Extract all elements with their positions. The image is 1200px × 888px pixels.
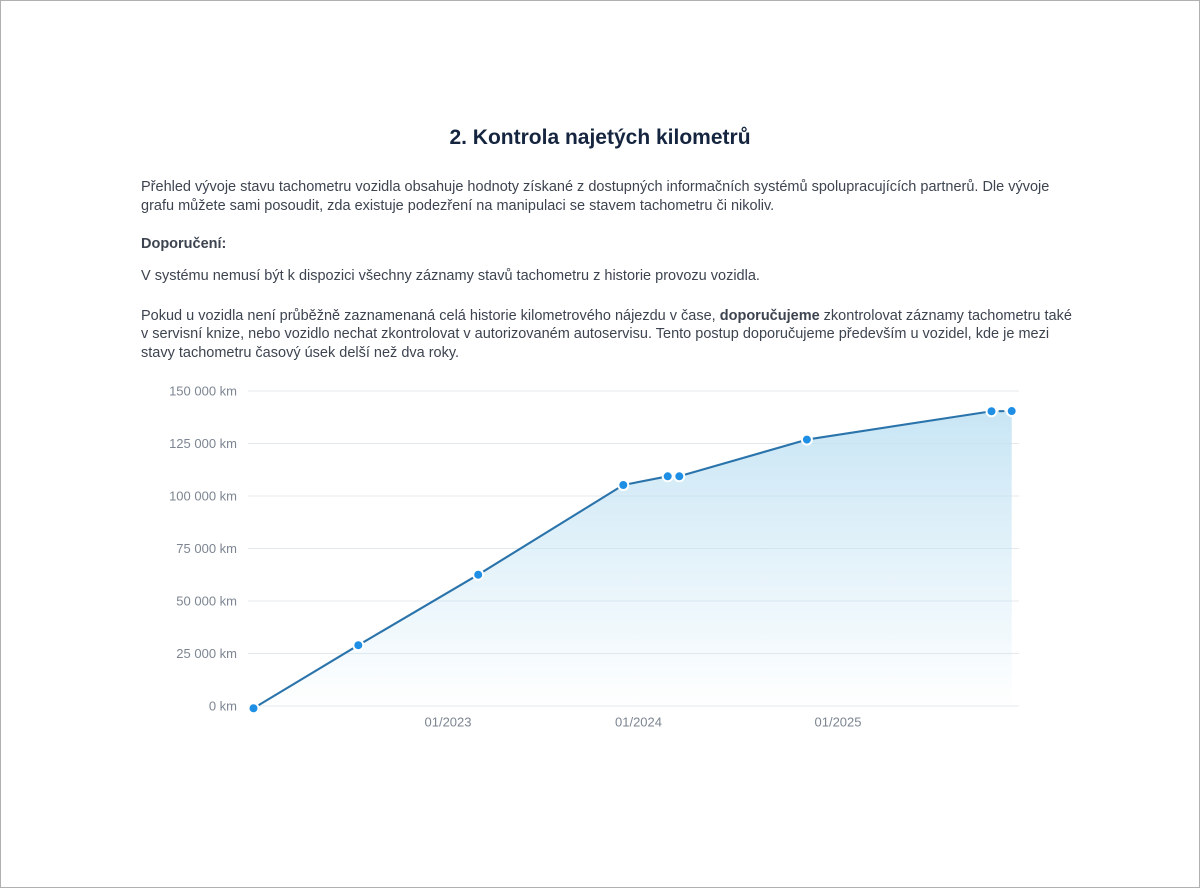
svg-text:125 000 km: 125 000 km bbox=[169, 436, 237, 451]
svg-text:150 000 km: 150 000 km bbox=[169, 384, 237, 399]
svg-text:75 000 km: 75 000 km bbox=[176, 541, 237, 556]
svg-text:50 000 km: 50 000 km bbox=[176, 594, 237, 609]
svg-text:01/2024: 01/2024 bbox=[615, 715, 662, 730]
svg-text:01/2025: 01/2025 bbox=[815, 715, 862, 730]
svg-text:01/2023: 01/2023 bbox=[425, 715, 472, 730]
svg-text:25 000 km: 25 000 km bbox=[176, 646, 237, 661]
svg-text:100 000 km: 100 000 km bbox=[169, 489, 237, 504]
svg-text:0 km: 0 km bbox=[209, 699, 237, 714]
